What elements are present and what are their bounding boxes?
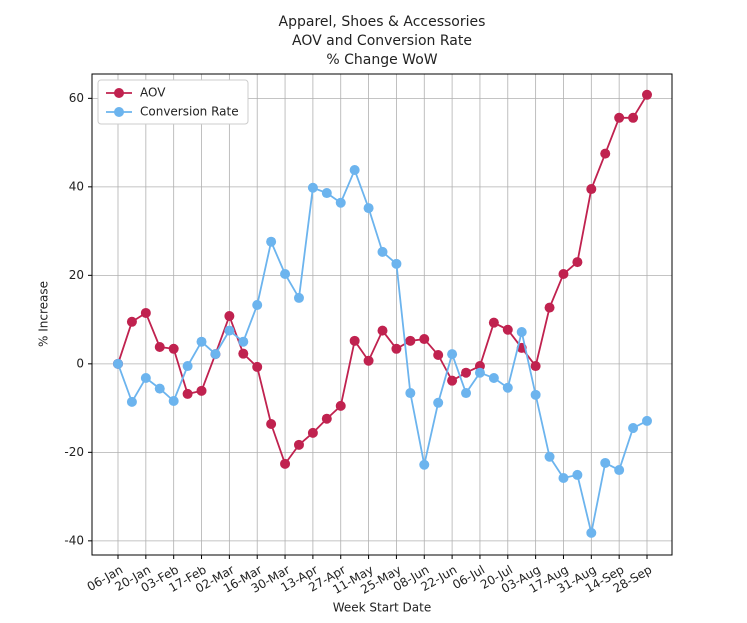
data-point xyxy=(335,197,346,208)
data-point xyxy=(140,307,151,318)
data-point xyxy=(530,361,541,372)
y-tick-label: 0 xyxy=(76,356,84,370)
data-point xyxy=(628,423,639,434)
data-point xyxy=(363,355,374,366)
data-point xyxy=(126,396,137,407)
data-point xyxy=(224,311,235,322)
data-point xyxy=(502,382,513,393)
data-point xyxy=(113,358,123,369)
data-point xyxy=(126,316,137,327)
data-point xyxy=(558,269,569,280)
data-point xyxy=(377,325,388,336)
data-point xyxy=(349,165,360,176)
data-point xyxy=(293,439,304,450)
data-point xyxy=(530,389,541,400)
data-point xyxy=(433,349,444,360)
data-point xyxy=(280,269,291,280)
data-point xyxy=(461,388,472,399)
data-point xyxy=(544,302,555,313)
data-point xyxy=(558,473,569,484)
data-point xyxy=(321,413,332,424)
data-point xyxy=(586,184,597,195)
data-point xyxy=(461,367,472,378)
data-point xyxy=(280,458,291,469)
data-point xyxy=(447,349,458,360)
data-point xyxy=(628,112,639,123)
data-point xyxy=(391,343,402,354)
data-point xyxy=(447,375,458,386)
data-point xyxy=(614,465,625,476)
data-point xyxy=(266,419,277,430)
data-point xyxy=(238,336,249,347)
data-point xyxy=(516,326,527,337)
data-point xyxy=(419,459,430,470)
data-point xyxy=(642,89,652,100)
y-tick-label: 60 xyxy=(69,91,84,105)
chart-title: AOV and Conversion Rate xyxy=(292,33,472,49)
data-point xyxy=(544,451,555,462)
data-point xyxy=(266,236,277,247)
data-point xyxy=(405,388,416,399)
data-point xyxy=(224,325,235,336)
data-point xyxy=(391,258,402,269)
data-point xyxy=(572,257,583,268)
data-point xyxy=(433,397,444,408)
chart-title: Apparel, Shoes & Accessories xyxy=(279,14,486,30)
y-tick-label: 40 xyxy=(69,179,84,193)
data-point xyxy=(168,343,179,354)
data-point xyxy=(168,396,179,407)
legend-label: Conversion Rate xyxy=(140,105,239,119)
x-axis-label: Week Start Date xyxy=(333,601,432,615)
y-tick-label: -20 xyxy=(64,445,84,459)
data-point xyxy=(614,112,625,123)
data-point xyxy=(196,336,207,347)
data-point xyxy=(419,334,430,345)
chart-title: % Change WoW xyxy=(326,52,437,68)
data-point xyxy=(572,469,583,480)
y-tick-label: -40 xyxy=(64,533,84,547)
data-point xyxy=(335,400,346,411)
data-point xyxy=(502,324,513,335)
data-point xyxy=(405,335,416,346)
data-point xyxy=(293,292,304,303)
legend-swatch xyxy=(114,107,124,117)
data-point xyxy=(238,348,249,359)
series-line xyxy=(117,94,648,466)
data-point xyxy=(252,361,263,372)
y-tick-label: 20 xyxy=(69,268,84,282)
data-point xyxy=(488,372,499,383)
data-point xyxy=(586,527,597,538)
data-point xyxy=(252,299,263,310)
legend-swatch xyxy=(114,88,124,98)
data-point xyxy=(154,383,165,394)
data-point xyxy=(349,335,360,346)
data-point xyxy=(154,342,165,353)
data-point xyxy=(321,188,332,199)
data-point xyxy=(196,385,207,396)
data-point xyxy=(182,388,193,399)
legend-box xyxy=(97,79,249,125)
data-point xyxy=(600,457,611,468)
data-point xyxy=(474,367,485,378)
data-point xyxy=(307,182,318,193)
data-point xyxy=(642,415,652,426)
data-point xyxy=(600,148,611,159)
data-point xyxy=(488,317,499,328)
data-point xyxy=(307,427,318,438)
data-point xyxy=(363,203,374,214)
data-point xyxy=(140,372,151,383)
data-point xyxy=(210,349,221,360)
y-axis-label: % Increase xyxy=(37,281,51,347)
data-point xyxy=(182,361,193,372)
data-point xyxy=(377,246,388,257)
legend-label: AOV xyxy=(140,86,166,100)
plot-frame xyxy=(91,73,673,556)
